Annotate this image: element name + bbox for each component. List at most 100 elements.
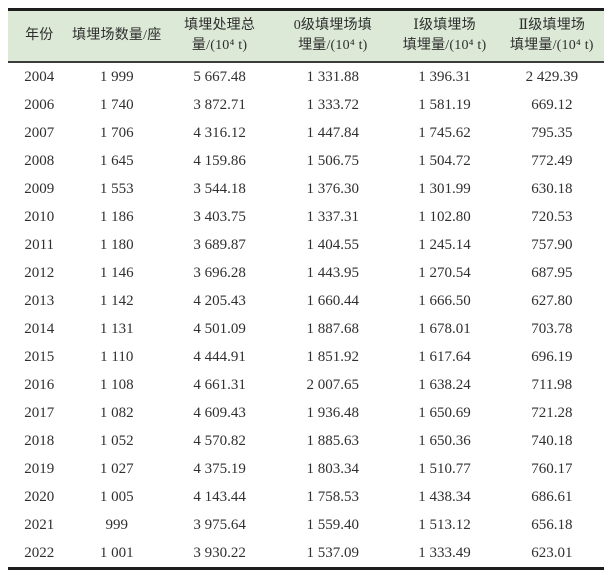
year-cell: 2014 bbox=[24, 320, 55, 337]
value-cell: 1 110 bbox=[100, 348, 134, 365]
value-cell: 1 376.30 bbox=[306, 180, 360, 197]
value-cell: 1 650.36 bbox=[418, 432, 471, 449]
value-cell: 1 027 bbox=[99, 460, 134, 477]
value-cell: 1 885.63 bbox=[306, 432, 360, 449]
year-cell: 2010 bbox=[24, 208, 55, 225]
value-cell: 4 316.12 bbox=[193, 124, 246, 141]
value-cell: 1 645 bbox=[99, 152, 134, 169]
year-cell: 2009 bbox=[24, 180, 55, 197]
value-cell: 1 745.62 bbox=[418, 124, 471, 141]
table-row: 2014 1 131 4 501.09 1 887.68 1 678.01 703.78 bbox=[8, 315, 604, 343]
year-cell: 2006 bbox=[24, 96, 55, 113]
value-cell: 1 245.14 bbox=[418, 236, 471, 253]
value-cell: 1 337.31 bbox=[306, 208, 360, 225]
value-cell: 656.18 bbox=[531, 516, 573, 533]
column-header-line: 填埋处理总 bbox=[184, 18, 256, 33]
year-cell: 2018 bbox=[24, 432, 55, 449]
value-cell: 1 638.24 bbox=[418, 376, 471, 393]
column-header-landfill_count: 填埋场数量/座 bbox=[70, 9, 163, 63]
value-cell: 1 510.77 bbox=[418, 460, 471, 477]
year-cell: 2004 bbox=[24, 68, 55, 85]
value-cell: 1 331.88 bbox=[306, 68, 360, 85]
year-cell: 2012 bbox=[24, 264, 55, 281]
value-cell: 5 667.48 bbox=[193, 68, 246, 85]
value-cell: 1 333.49 bbox=[418, 544, 471, 561]
column-header-line: Ⅰ级填埋场 bbox=[413, 18, 476, 33]
value-cell: 687.95 bbox=[531, 264, 573, 281]
table-row: 2009 1 553 3 544.18 1 376.30 1 301.99 630.18 bbox=[8, 175, 604, 203]
value-cell: 1 108 bbox=[99, 376, 134, 393]
table-row: 2012 1 146 3 696.28 1 443.95 1 270.54 687.95 bbox=[8, 259, 604, 287]
value-cell: 1 005 bbox=[99, 488, 134, 505]
column-header-line: Ⅱ级填埋场 bbox=[518, 18, 586, 33]
value-cell: 1 678.01 bbox=[418, 320, 471, 337]
value-cell: 4 143.44 bbox=[193, 488, 246, 505]
year-cell: 2016 bbox=[24, 376, 55, 393]
value-cell: 1 936.48 bbox=[306, 404, 360, 421]
column-header-total_amount: 填埋处理总量/(10⁴ t) bbox=[162, 9, 277, 63]
value-cell: 711.98 bbox=[531, 376, 573, 393]
value-cell: 1 270.54 bbox=[418, 264, 471, 281]
value-cell: 1 142 bbox=[99, 292, 134, 309]
column-header-line: 埋量/(10⁴ t) bbox=[298, 38, 368, 53]
value-cell: 720.53 bbox=[531, 208, 573, 225]
year-cell: 2011 bbox=[24, 236, 55, 253]
value-cell: 686.61 bbox=[531, 488, 573, 505]
value-cell: 3 689.87 bbox=[193, 236, 246, 253]
column-header-line: 填埋场数量/座 bbox=[72, 28, 162, 43]
table-row: 2018 1 052 4 570.82 1 885.63 1 650.36 740.18 bbox=[8, 427, 604, 455]
value-cell: 3 403.75 bbox=[193, 208, 246, 225]
year-cell: 2015 bbox=[24, 348, 55, 365]
table-row: 2004 1 999 5 667.48 1 331.88 1 396.31 2 429.3… bbox=[8, 62, 604, 91]
year-cell: 2020 bbox=[24, 488, 55, 505]
value-cell: 1 404.55 bbox=[306, 236, 360, 253]
value-cell: 1 186 bbox=[99, 208, 134, 225]
value-cell: 4 661.31 bbox=[193, 376, 246, 393]
value-cell: 1 301.99 bbox=[418, 180, 471, 197]
value-cell: 1 504.72 bbox=[418, 152, 471, 169]
column-header-level1_amount: Ⅰ级填埋场填埋量/(10⁴ t) bbox=[389, 9, 500, 63]
table-body: 2004 1 999 5 667.48 1 331.88 1 396.31 2 429.3… bbox=[8, 62, 604, 569]
value-cell: 703.78 bbox=[531, 320, 573, 337]
value-cell: 1 438.34 bbox=[418, 488, 471, 505]
value-cell: 1 447.84 bbox=[306, 124, 360, 141]
value-cell: 1 650.69 bbox=[418, 404, 471, 421]
value-cell: 721.28 bbox=[531, 404, 573, 421]
year-cell: 2017 bbox=[24, 404, 55, 421]
table-row: 2011 1 180 3 689.87 1 404.55 1 245.14 757.90 bbox=[8, 231, 604, 259]
table-row: 2006 1 740 3 872.71 1 333.72 1 581.19 669.12 bbox=[8, 91, 604, 119]
table-row: 2021 999 3 975.64 1 559.40 1 513.12 656.18 bbox=[8, 511, 604, 539]
value-cell: 696.19 bbox=[531, 348, 573, 365]
value-cell: 1 559.40 bbox=[306, 516, 360, 533]
year-cell: 2007 bbox=[24, 124, 55, 141]
value-cell: 4 205.43 bbox=[193, 292, 246, 309]
column-header-line: 填埋量/(10⁴ t) bbox=[402, 38, 487, 53]
column-header-line: 量/(10⁴ t) bbox=[191, 38, 248, 53]
value-cell: 1 506.75 bbox=[306, 152, 360, 169]
value-cell: 1 617.64 bbox=[418, 348, 471, 365]
value-cell: 3 696.28 bbox=[193, 264, 246, 281]
value-cell: 2 429.39 bbox=[525, 68, 579, 85]
value-cell: 4 375.19 bbox=[193, 460, 246, 477]
value-cell: 1 999 bbox=[99, 68, 134, 85]
table-header: 年份 填埋场数量/座 填埋处理总 量/(10⁴ t) 0级填埋场填 埋量/(10⁴ t) Ⅰ… bbox=[8, 9, 604, 63]
year-cell: 2013 bbox=[24, 292, 55, 309]
value-cell: 1 581.19 bbox=[418, 96, 471, 113]
value-cell: 623.01 bbox=[531, 544, 573, 561]
value-cell: 1 146 bbox=[99, 264, 134, 281]
year-cell: 2021 bbox=[24, 516, 55, 533]
data-table: 年份 填埋场数量/座 填埋处理总 量/(10⁴ t) 0级填埋场填 埋量/(10⁴ t) Ⅰ… bbox=[8, 8, 604, 570]
value-cell: 1 131 bbox=[99, 320, 134, 337]
value-cell: 3 975.64 bbox=[193, 516, 246, 533]
table-row: 2022 1 001 3 930.22 1 537.09 1 333.49 623.01 bbox=[8, 539, 604, 569]
value-cell: 1 803.34 bbox=[306, 460, 360, 477]
value-cell: 1 706 bbox=[99, 124, 134, 141]
value-cell: 1 887.68 bbox=[306, 320, 360, 337]
value-cell: 1 052 bbox=[99, 432, 134, 449]
value-cell: 1 333.72 bbox=[306, 96, 360, 113]
value-cell: 1 851.92 bbox=[306, 348, 360, 365]
value-cell: 1 102.80 bbox=[418, 208, 471, 225]
value-cell: 4 159.86 bbox=[193, 152, 246, 169]
value-cell: 757.90 bbox=[531, 236, 573, 253]
year-cell: 2022 bbox=[24, 544, 55, 561]
